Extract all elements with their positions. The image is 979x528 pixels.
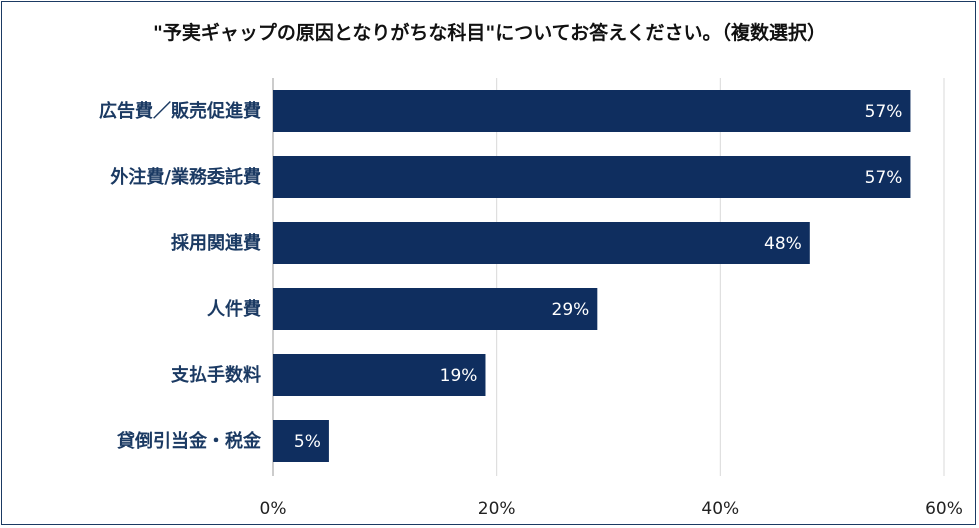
category-label: 採用関連費 <box>171 232 261 254</box>
x-tick-label: 20% <box>478 499 516 519</box>
bar <box>273 354 486 396</box>
value-labels: 57% 57% 48% 29% 19% 5% <box>294 102 903 452</box>
data-label: 57% <box>865 168 903 188</box>
x-tick-label: 40% <box>701 499 739 519</box>
category-label: 貸倒引当金・税金 <box>117 430 262 452</box>
x-tick-label: 60% <box>925 499 963 519</box>
gridlines <box>272 78 945 476</box>
bar <box>273 420 329 462</box>
data-label: 57% <box>865 102 903 122</box>
data-label: 48% <box>764 234 802 254</box>
data-label: 19% <box>440 366 478 386</box>
data-label: 29% <box>552 300 590 320</box>
bar <box>273 156 911 198</box>
category-label: 外注費/業務委託費 <box>110 166 261 188</box>
data-label: 5% <box>294 432 321 452</box>
category-label: 支払手数料 <box>170 364 261 386</box>
bar <box>273 222 810 264</box>
chart-title: "予実ギャップの原因となりがちな科目"についてお答えください。（複数選択） <box>152 22 827 44</box>
bars <box>273 90 911 462</box>
x-tick-label: 0% <box>260 499 287 519</box>
category-label: 人件費 <box>207 298 261 320</box>
bar <box>273 90 911 132</box>
category-label: 広告費／販売促進費 <box>99 100 261 122</box>
x-axis-ticks: 0% 20% 40% 60% <box>260 499 963 519</box>
bar <box>273 288 598 330</box>
